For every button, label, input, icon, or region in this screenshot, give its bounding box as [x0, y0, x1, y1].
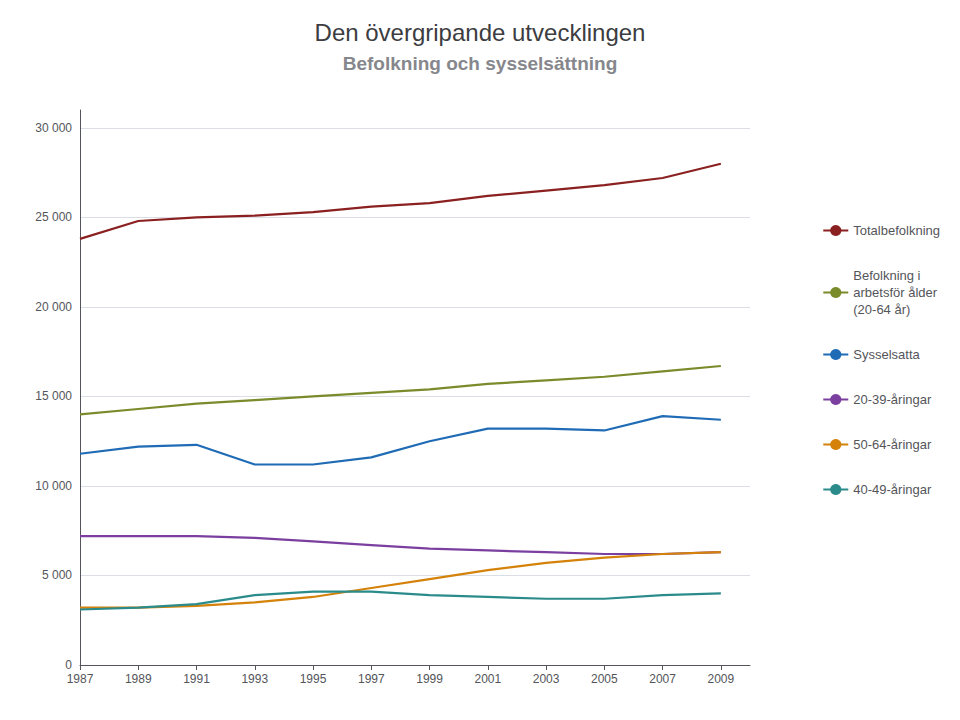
svg-text:Sysselsatta: Sysselsatta	[853, 347, 920, 362]
svg-text:(20-64 år): (20-64 år)	[853, 302, 910, 317]
svg-text:0: 0	[65, 658, 72, 672]
svg-text:20-39-åringar: 20-39-åringar	[853, 392, 932, 407]
svg-text:Totalbefolkning: Totalbefolkning	[853, 223, 940, 238]
svg-text:1995: 1995	[300, 672, 327, 686]
svg-text:Den övergripande utvecklingen: Den övergripande utvecklingen	[315, 19, 646, 46]
svg-text:2005: 2005	[591, 672, 618, 686]
svg-text:1997: 1997	[358, 672, 385, 686]
svg-text:40-49-åringar: 40-49-åringar	[853, 482, 932, 497]
svg-text:2001: 2001	[474, 672, 501, 686]
svg-text:1991: 1991	[183, 672, 210, 686]
svg-text:1987: 1987	[67, 672, 94, 686]
svg-text:15 000: 15 000	[35, 389, 72, 403]
svg-text:2007: 2007	[649, 672, 676, 686]
svg-text:30 000: 30 000	[35, 121, 72, 135]
svg-text:2009: 2009	[708, 672, 735, 686]
svg-text:20 000: 20 000	[35, 300, 72, 314]
svg-text:5 000: 5 000	[42, 568, 72, 582]
svg-text:50-64-åringar: 50-64-åringar	[853, 437, 932, 452]
svg-text:2003: 2003	[533, 672, 560, 686]
svg-text:1999: 1999	[416, 672, 443, 686]
svg-text:1993: 1993	[241, 672, 268, 686]
svg-text:25 000: 25 000	[35, 210, 72, 224]
svg-text:Befolkning i: Befolkning i	[853, 268, 920, 283]
svg-text:arbetsför ålder: arbetsför ålder	[853, 285, 937, 300]
svg-text:Befolkning och sysselsättning: Befolkning och sysselsättning	[343, 53, 618, 74]
svg-text:10 000: 10 000	[35, 479, 72, 493]
svg-text:1989: 1989	[125, 672, 152, 686]
